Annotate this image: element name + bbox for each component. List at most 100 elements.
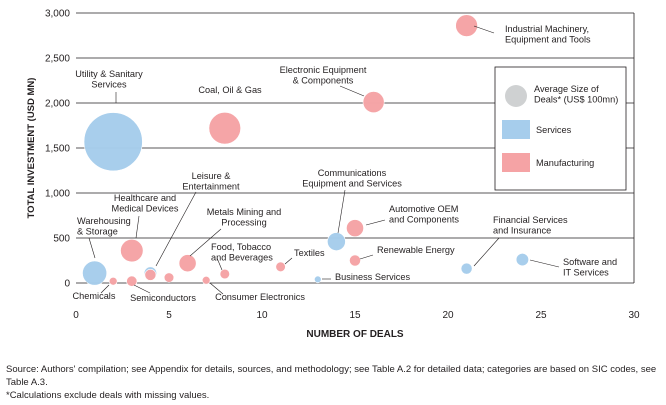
annotation-food-tobacco-and-beverages: Food, Tobacco and Beverages xyxy=(211,242,273,263)
leader-textiles xyxy=(284,257,293,265)
leader-healthcare-and-medical-devices xyxy=(135,215,140,239)
legend-size-label: Average Size of Deals* (US$ 100mn) xyxy=(534,84,618,105)
y-tick-label-3: 1,500 xyxy=(45,144,70,155)
x-tick-label-2: 10 xyxy=(256,310,268,321)
annotation-consumer-electronics: Consumer Electronics xyxy=(215,292,305,302)
annotation-line: Food, Tobacco xyxy=(211,242,271,252)
leader-industrial-machinery-equipment-and-tools xyxy=(473,25,495,34)
leader-food-tobacco-and-beverages xyxy=(216,257,223,271)
leader-renewable-energy xyxy=(359,254,374,260)
annotation-line: Coal, Oil & Gas xyxy=(198,85,262,95)
annotation-line: and Insurance xyxy=(493,226,551,236)
annotation-warehousing-storage: Warehousing & Storage xyxy=(77,216,131,237)
annotation-line: Renewable Energy xyxy=(377,245,455,255)
bubble-manufacturing-other-manufacturing xyxy=(163,272,175,283)
annotation-financial-services-and-insurance: Financial Services and Insurance xyxy=(493,215,568,236)
annotation-business-services: Business Services xyxy=(335,272,410,282)
annotation-line: Consumer Electronics xyxy=(215,292,305,302)
leader-leisure-entertainment xyxy=(155,191,197,267)
bubble-manufacturing-leisure-entertainment xyxy=(144,269,157,281)
bubble-manufacturing-food-tobacco-and-beverages xyxy=(219,268,230,280)
bubble-manufacturing-automotive-oem-and-components xyxy=(346,219,364,237)
annotation-line: Financial Services xyxy=(493,215,568,225)
annotation-line: Chemicals xyxy=(73,291,116,301)
annotation-communications-equipment-and-services: Communications Equipment and Services xyxy=(302,168,402,189)
annotation-line: & Components xyxy=(293,76,354,86)
source-note: Source: Authors' compilation; see Append… xyxy=(6,363,661,402)
annotation-industrial-machinery-equipment-and-tools: Industrial Machinery, Equipment and Tools xyxy=(505,24,591,45)
leader-automotive-oem-and-components xyxy=(365,219,386,226)
annotation-line: Software and xyxy=(563,257,617,267)
y-tick-label-2: 1,000 xyxy=(45,189,70,200)
bubble-chart: Industrial Machinery, Equipment and Tools… xyxy=(26,9,640,341)
bubble-manufacturing-healthcare-and-medical-devices xyxy=(120,238,144,263)
legend-size-label-line: Deals* (US$ 100mn) xyxy=(534,95,618,105)
annotation-utility-sanitary-services: Utility & Sanitary Services xyxy=(75,69,143,90)
annotation-line: IT Services xyxy=(563,268,609,278)
legend-manufacturing-label: Manufacturing xyxy=(536,158,594,168)
annotation-line: Leisure & xyxy=(192,171,231,181)
annotation-line: Warehousing xyxy=(77,216,131,226)
y-tick-label-6: 3,000 xyxy=(45,9,70,20)
bubble-services-communications-equipment-and-services xyxy=(327,232,346,251)
annotation-line: Processing xyxy=(221,218,266,228)
annotation-line: Medical Devices xyxy=(112,204,179,214)
bubble-services-warehousing-storage xyxy=(82,260,108,286)
leader-electronic-equipment-components xyxy=(339,85,365,97)
footnote-text: *Calculations exclude deals with missing… xyxy=(6,390,210,401)
bubble-services-financial-services-and-insurance xyxy=(460,262,473,275)
annotation-line: Textiles xyxy=(294,248,325,258)
annotation-line: Equipment and Tools xyxy=(505,35,591,45)
annotation-line: Electronic Equipment xyxy=(280,65,367,75)
bubble-manufacturing-electronic-equipment-components xyxy=(362,91,385,113)
legend-manufacturing-swatch xyxy=(502,153,530,172)
x-tick-label-5: 25 xyxy=(535,310,547,321)
y-axis-label: TOTAL INVESTMENT (USD MN) xyxy=(26,78,37,219)
annotation-line: Semiconductors xyxy=(130,293,196,303)
annotation-line: Metals Mining and xyxy=(207,207,282,217)
leader-semiconductors xyxy=(133,284,151,294)
y-tick-label-0: 0 xyxy=(64,279,70,290)
bubble-manufacturing-metals-mining-and-processing xyxy=(178,254,197,273)
leader-chemicals xyxy=(100,284,110,294)
bubble-services-business-services xyxy=(314,275,322,284)
leader-financial-services-and-insurance xyxy=(473,237,500,267)
leader-warehousing-storage xyxy=(88,237,96,259)
legend: Average Size of Deals* (US$ 100mn) Service… xyxy=(494,66,627,191)
annotation-line: and Beverages xyxy=(211,253,273,263)
x-tick-label-3: 15 xyxy=(349,310,361,321)
x-tick-label-1: 5 xyxy=(166,310,172,321)
annotation-line: Services xyxy=(91,80,127,90)
annotation-coal-oil-gas: Coal, Oil & Gas xyxy=(198,85,262,95)
bubble-manufacturing-textiles xyxy=(275,261,286,272)
annotation-renewable-energy: Renewable Energy xyxy=(377,245,455,255)
annotation-semiconductors: Semiconductors xyxy=(130,293,196,303)
annotation-leisure-entertainment: Leisure & Entertainment xyxy=(182,171,240,192)
annotation-healthcare-and-medical-devices: Healthcare and Medical Devices xyxy=(112,193,179,214)
x-tick-label-0: 0 xyxy=(73,310,79,321)
annotation-line: Business Services xyxy=(335,272,410,282)
legend-services-swatch xyxy=(502,120,530,139)
x-axis-label: NUMBER OF DEALS xyxy=(306,329,404,340)
annotation-line: and Components xyxy=(389,215,459,225)
bubbles xyxy=(82,14,529,287)
legend-size-label-line: Average Size of xyxy=(534,84,599,94)
bubble-manufacturing-coal-oil-gas xyxy=(208,112,241,145)
annotation-line: Industrial Machinery, xyxy=(505,24,589,34)
bubble-manufacturing-chemicals xyxy=(108,276,118,286)
leader-metals-mining-and-processing xyxy=(189,228,222,257)
x-tick-label-4: 20 xyxy=(442,310,454,321)
x-tick-label-6: 30 xyxy=(628,310,640,321)
annotation-line: Utility & Sanitary xyxy=(75,69,143,79)
y-tick-label-4: 2,000 xyxy=(45,99,70,110)
leader-communications-equipment-and-services xyxy=(337,189,346,234)
annotation-textiles: Textiles xyxy=(294,248,325,258)
bubble-manufacturing-industrial-machinery-equipment-and-tools xyxy=(455,14,478,37)
annotation-chemicals: Chemicals xyxy=(73,291,116,301)
source-text: Source: Authors' compilation; see Append… xyxy=(6,364,657,388)
gridlines xyxy=(76,12,635,284)
leader-consumer-electronics xyxy=(209,282,224,295)
leader-software-and-it-services xyxy=(529,259,560,268)
bubble-manufacturing-renewable-energy xyxy=(349,254,361,267)
annotation-line: Automotive OEM xyxy=(389,204,458,214)
